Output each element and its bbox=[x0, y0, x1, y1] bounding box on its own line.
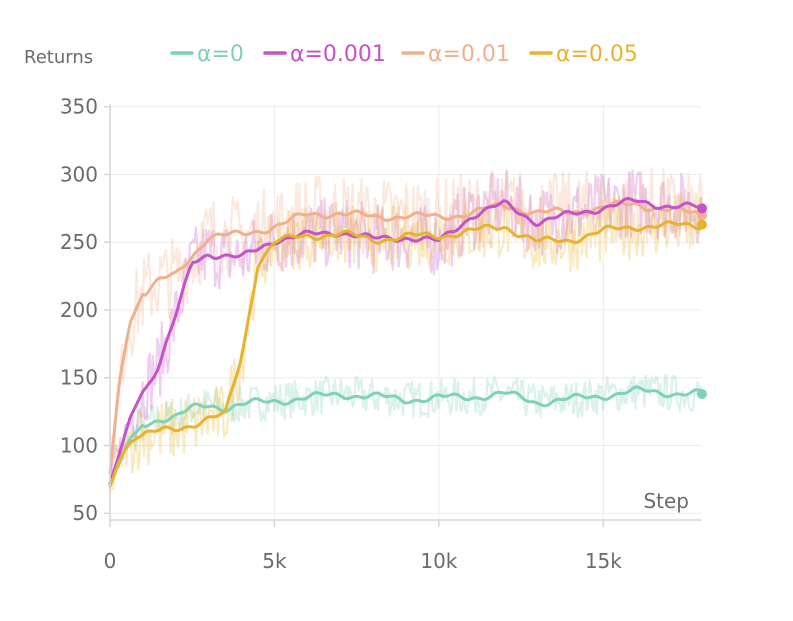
legend-item-3[interactable]: α=0.05 bbox=[529, 42, 638, 67]
legend-label: α=0 bbox=[197, 42, 244, 67]
y-tick-label: 200 bbox=[60, 298, 98, 322]
y-tick-label: 50 bbox=[73, 501, 98, 525]
series-end-marker-1[interactable] bbox=[697, 203, 707, 214]
y-tick-label: 250 bbox=[60, 230, 98, 254]
grid bbox=[110, 104, 702, 520]
x-axis-title: Step bbox=[643, 489, 689, 513]
legend-label: α=0.001 bbox=[290, 42, 386, 67]
series-line-1[interactable] bbox=[108, 197, 704, 485]
legend-item-2[interactable]: α=0.01 bbox=[401, 42, 510, 67]
y-tick-label: 150 bbox=[60, 366, 98, 390]
series-end-marker-0[interactable] bbox=[697, 388, 707, 399]
x-tick-label: 15k bbox=[585, 549, 622, 573]
series-end-marker-3[interactable] bbox=[697, 219, 707, 230]
x-tick-label: 0 bbox=[104, 549, 117, 573]
y-axis-title: Returns bbox=[24, 47, 93, 68]
series-layer bbox=[108, 197, 707, 488]
legend[interactable]: α=0 α=0.001 α=0.01 α=0.05 bbox=[170, 42, 638, 67]
raw-trace-1 bbox=[108, 169, 703, 489]
raw-trace-2 bbox=[108, 167, 704, 496]
legend-item-0[interactable]: α=0 bbox=[170, 42, 244, 67]
x-tick-label: 10k bbox=[420, 549, 457, 573]
series-line-0[interactable] bbox=[108, 385, 704, 485]
y-tick-label: 300 bbox=[60, 162, 98, 186]
legend-item-1[interactable]: α=0.001 bbox=[263, 42, 386, 67]
y-tick-label: 100 bbox=[60, 433, 98, 457]
legend-label: α=0.05 bbox=[556, 42, 638, 67]
raw-trace-0 bbox=[108, 374, 704, 495]
y-tick-label: 350 bbox=[60, 95, 98, 119]
legend-label: α=0.01 bbox=[428, 42, 510, 67]
series-line-3[interactable] bbox=[108, 220, 704, 488]
x-tick-label: 5k bbox=[262, 549, 287, 573]
ticks: 50 100 150 200 250 300 350 0 5k 10k 15k bbox=[60, 95, 622, 573]
